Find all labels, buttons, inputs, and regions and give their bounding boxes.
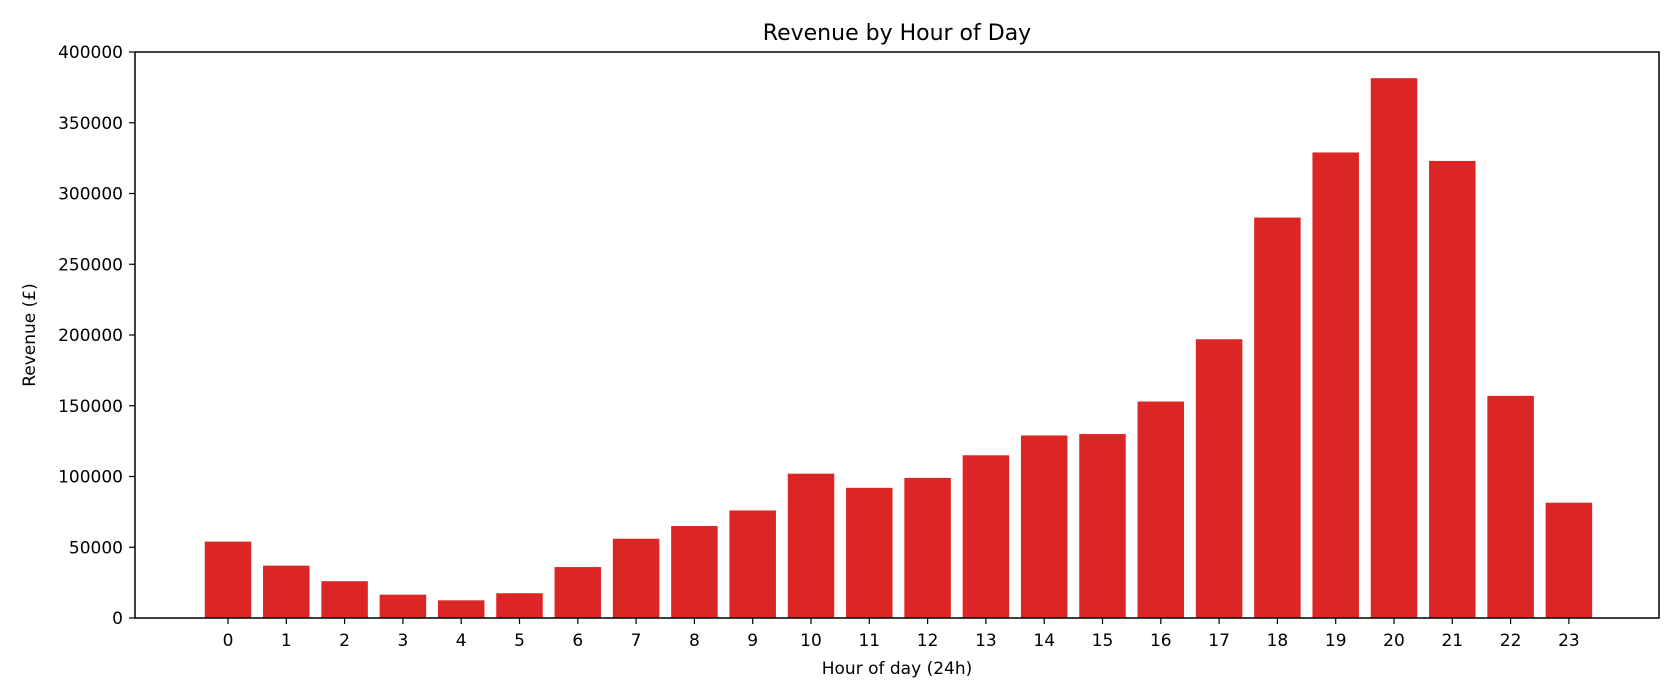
bar-hour-18: [1254, 217, 1301, 618]
x-tick-label: 22: [1500, 631, 1522, 651]
y-tick-label: 400000: [58, 43, 123, 63]
bar-hour-5: [496, 593, 543, 618]
y-tick-label: 300000: [58, 185, 123, 205]
bar-hour-6: [554, 567, 602, 618]
bar-hour-0: [204, 541, 252, 618]
bar-hour-3: [379, 594, 427, 618]
y-tick-label: 250000: [58, 255, 123, 275]
x-tick-label: 5: [514, 631, 525, 651]
bar-hour-15: [1079, 434, 1126, 618]
x-axis-label: Hour of day (24h): [822, 659, 973, 679]
x-tick-label: 14: [1033, 631, 1055, 651]
bar-hour-10: [787, 473, 835, 618]
y-tick-label: 50000: [69, 538, 123, 558]
x-tick-label: 1: [281, 631, 292, 651]
bar-hour-8: [671, 526, 718, 618]
bar-hour-7: [612, 538, 660, 618]
bar-hour-2: [321, 581, 368, 618]
y-tick-label: 200000: [58, 326, 123, 346]
bars-group: [204, 78, 1593, 619]
bar-hour-20: [1370, 78, 1418, 619]
x-tick-label: 4: [456, 631, 467, 651]
x-tick-label: 12: [917, 631, 939, 651]
x-tick-label: 6: [572, 631, 583, 651]
bar-hour-13: [962, 455, 1010, 618]
chart-title: Revenue by Hour of Day: [763, 21, 1031, 46]
bar-hour-23: [1545, 502, 1593, 618]
y-tick-label: 150000: [58, 397, 123, 417]
y-axis: 0 50000 100000 150000 200000 250000 300000 3500…: [58, 43, 135, 629]
bar-hour-16: [1137, 401, 1185, 618]
x-tick-label: 18: [1267, 631, 1289, 651]
y-tick-label: 0: [112, 609, 123, 629]
bar-hour-21: [1429, 160, 1476, 618]
x-tick-label: 15: [1092, 631, 1114, 651]
y-tick-label: 100000: [58, 468, 123, 488]
y-tick-label: 350000: [58, 114, 123, 134]
x-tick-label: 23: [1558, 631, 1580, 651]
x-tick-label: 17: [1208, 631, 1230, 651]
x-tick-label: 3: [397, 631, 408, 651]
y-axis-label: Revenue (£): [20, 283, 40, 387]
bar-hour-1: [263, 565, 310, 618]
x-tick-label: 7: [631, 631, 642, 651]
bar-hour-22: [1487, 395, 1534, 618]
x-tick-label: 19: [1325, 631, 1347, 651]
x-tick-label: 16: [1150, 631, 1172, 651]
bar-hour-11: [846, 487, 893, 618]
bar-hour-9: [729, 510, 776, 618]
bar-hour-4: [437, 600, 485, 618]
x-tick-label: 8: [689, 631, 700, 651]
x-tick-label: 20: [1383, 631, 1405, 651]
bar-hour-17: [1195, 339, 1243, 618]
bar-hour-14: [1020, 435, 1068, 618]
bar-hour-12: [904, 477, 951, 618]
x-tick-label: 0: [223, 631, 234, 651]
x-tick-label: 11: [858, 631, 880, 651]
x-tick-label: 9: [747, 631, 758, 651]
plot-frame: [134, 51, 1660, 619]
x-tick-label: 13: [975, 631, 997, 651]
x-tick-label: 21: [1441, 631, 1463, 651]
bar-hour-19: [1312, 152, 1359, 618]
x-tick-label: 10: [800, 631, 822, 651]
x-tick-label: 2: [339, 631, 350, 651]
x-axis: 0 1 2 3 4 5 6 7 8 9 10 11 12 13 14 15 16 17 18 19 20 21 22 23: [223, 618, 1580, 651]
